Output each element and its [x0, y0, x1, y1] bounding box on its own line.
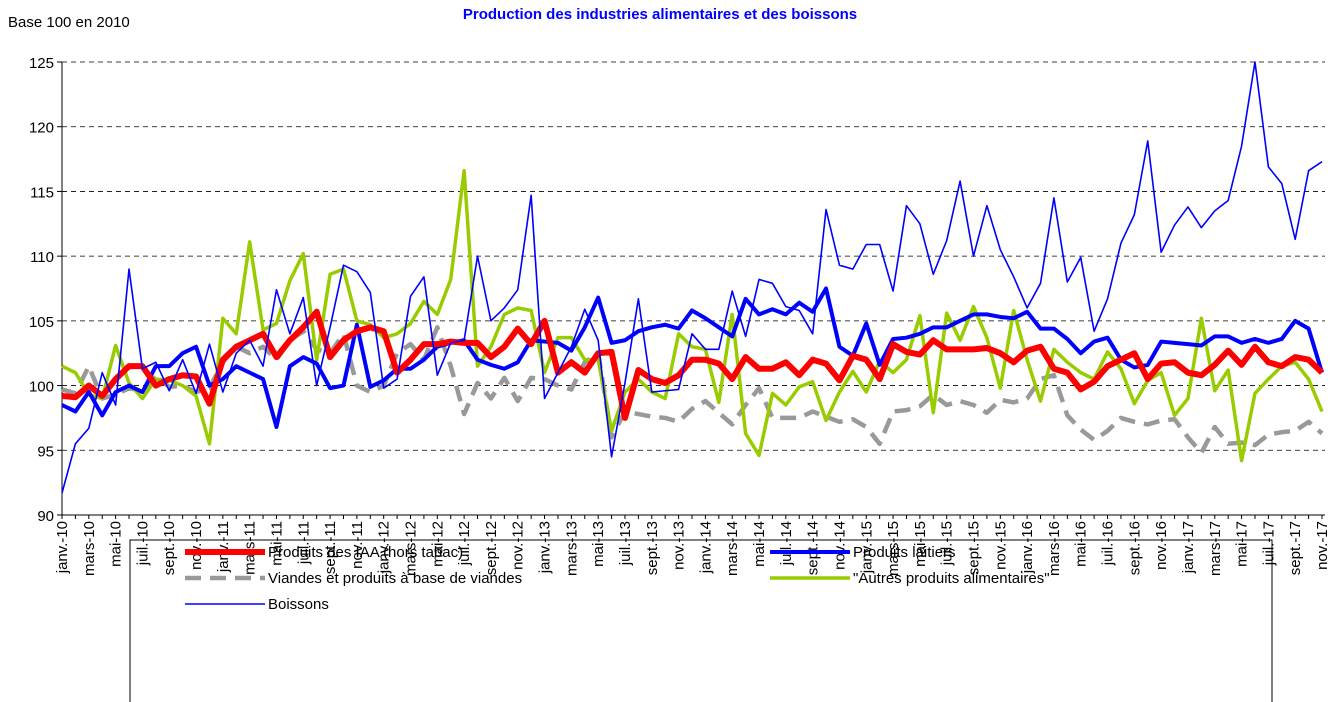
y-axis-label: Base 100 en 2010 — [8, 14, 130, 31]
series-line — [61, 325, 1324, 456]
x-tick-label: sept.-14 — [805, 521, 822, 575]
x-tick-label: sept.-10 — [161, 521, 178, 575]
x-tick-label: mars-15 — [885, 521, 902, 576]
x-tick-label: janv.-10 — [54, 521, 71, 574]
y-tick-label: 105 — [29, 314, 54, 331]
x-tick-label: sept.-12 — [483, 521, 500, 575]
x-tick-label: nov.-14 — [831, 521, 848, 570]
x-tick-label: mars-12 — [403, 521, 420, 576]
x-tick-label: janv.-11 — [215, 521, 232, 573]
x-tick-label: mai-11 — [268, 521, 285, 566]
x-tick-label: juil.-16 — [1100, 521, 1117, 566]
legend-box — [129, 539, 1273, 702]
series-line — [61, 61, 1323, 494]
x-tick-label: mai-15 — [912, 521, 929, 567]
x-tick-label: nov.-15 — [992, 521, 1009, 570]
series-line — [61, 168, 1324, 463]
x-tick-label: mars-16 — [1046, 521, 1063, 576]
x-tick-label: nov.-11 — [349, 521, 366, 569]
y-tick-label: 115 — [30, 184, 54, 201]
x-tick-label: juil.-14 — [778, 521, 795, 566]
x-tick-label: mars-11 — [242, 521, 259, 575]
x-tick-label: mai-17 — [1234, 521, 1251, 567]
x-tick-label: juil.-11 — [295, 521, 312, 565]
x-tick-label: mars-17 — [1207, 521, 1224, 576]
chart-title: Production des industries alimentaires e… — [463, 6, 857, 23]
x-tick-label: janv.-14 — [697, 521, 714, 574]
series-line — [61, 286, 1324, 429]
x-tick-label: nov.-13 — [671, 521, 688, 570]
legend-label: Viandes et produits à base de viandes — [268, 570, 522, 587]
y-tick-label: 90 — [37, 508, 54, 525]
x-tick-label: mai-14 — [751, 521, 768, 567]
x-tick-label: janv.-13 — [537, 521, 554, 574]
x-tick-label: mars-14 — [724, 521, 741, 576]
y-tick-label: 125 — [29, 55, 54, 72]
y-tick-label: 95 — [37, 443, 54, 460]
x-tick-label: nov.-17 — [1314, 521, 1331, 570]
x-tick-label: janv.-17 — [1180, 521, 1197, 574]
x-tick-label: mars-10 — [81, 521, 98, 576]
x-tick-label: sept.-15 — [965, 521, 982, 575]
x-tick-label: sept.-17 — [1287, 521, 1304, 575]
x-tick-label: nov.-10 — [188, 521, 205, 570]
y-tick-label: 110 — [30, 249, 54, 266]
x-tick-label: juil.-15 — [939, 521, 956, 566]
legend-label: Produits laitiers — [853, 544, 956, 561]
x-tick-label: sept.-13 — [644, 521, 661, 575]
x-tick-label: nov.-16 — [1153, 521, 1170, 570]
legend-label: Boissons — [268, 596, 329, 613]
x-tick-label: mai-12 — [429, 521, 446, 567]
x-tick-label: janv.-15 — [858, 521, 875, 574]
x-tick-label: juil.-10 — [134, 521, 151, 566]
x-tick-label: mars-13 — [563, 521, 580, 576]
x-tick-label: sept.-16 — [1126, 521, 1143, 575]
x-tick-label: juil.-17 — [1260, 521, 1277, 566]
x-tick-label: juil.-13 — [617, 521, 634, 566]
y-tick-label: 100 — [29, 379, 54, 396]
series-line — [61, 308, 1325, 421]
x-tick-label: sept.-11 — [322, 521, 339, 574]
legend-label: Produits des IAA (hors tabac) — [268, 544, 463, 561]
x-tick-label: nov.-12 — [510, 521, 527, 570]
x-tick-label: juil.-12 — [456, 521, 473, 566]
x-tick-label: janv.-12 — [376, 521, 393, 574]
legend-label: "Autres produits alimentaires" — [853, 570, 1050, 587]
x-tick-label: mai-16 — [1073, 521, 1090, 567]
y-tick-label: 120 — [29, 120, 54, 137]
x-tick-label: janv.-16 — [1019, 521, 1036, 574]
x-tick-label: mai-13 — [590, 521, 607, 567]
x-tick-label: mai-10 — [108, 521, 125, 567]
